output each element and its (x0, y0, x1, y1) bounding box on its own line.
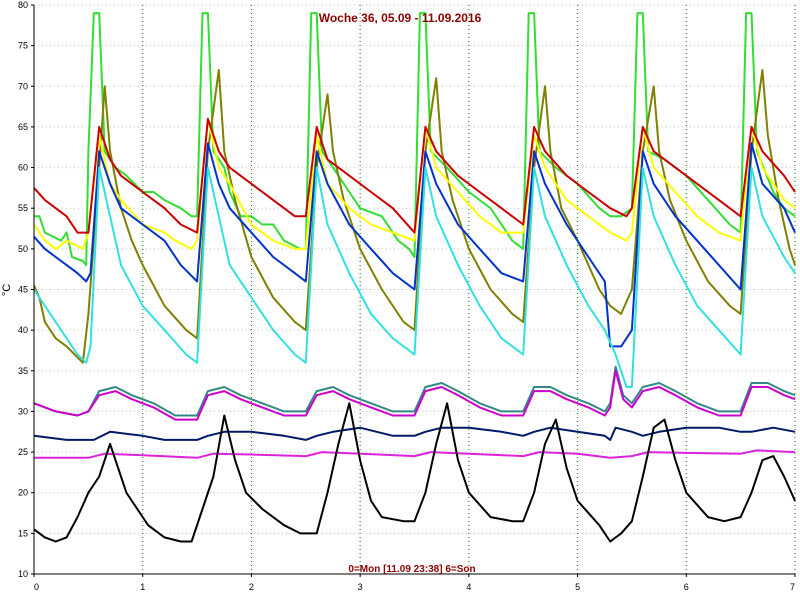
x-tick-label: 4 (466, 582, 471, 592)
y-tick-label: 30 (18, 406, 28, 416)
y-tick-label: 20 (18, 488, 28, 498)
x-axis-label: 0=Mon [11.09 23:38] 6=Son (348, 564, 475, 575)
series-line-3 (33, 117, 796, 234)
series-layer (33, 12, 796, 543)
y-tick-label: 60 (18, 163, 28, 173)
y-tick-label: 55 (18, 203, 28, 213)
series-line-6 (33, 365, 796, 417)
series-line-9 (34, 449, 796, 459)
y-tick-label: 35 (18, 366, 28, 376)
chart-title: Woche 36, 05.09 - 11.09.2016 (319, 11, 482, 25)
x-tick-label: 3 (358, 582, 363, 592)
series-line-1 (33, 69, 796, 364)
y-tick-label: 10 (18, 569, 28, 579)
series-line-2 (33, 117, 796, 250)
x-tick-label: 6 (684, 582, 689, 592)
y-tick-label: 25 (18, 447, 28, 457)
series-line-8 (33, 426, 796, 441)
series-line-7 (33, 369, 796, 421)
x-tick-label: 7 (790, 582, 795, 592)
y-axis-label: °C (1, 284, 13, 296)
x-tick-label: 1 (140, 582, 145, 592)
y-tick-label: 40 (18, 325, 28, 335)
y-tick-label: 15 (18, 528, 28, 538)
y-tick-label: 80 (18, 0, 28, 10)
y-tick-label: 50 (18, 244, 28, 254)
series-line-4 (33, 142, 796, 348)
series-line-10 (33, 402, 796, 543)
y-tick-label: 45 (18, 285, 28, 295)
x-tick-label: 0 (34, 582, 39, 592)
y-tick-label: 65 (18, 122, 28, 132)
x-tick-label: 2 (249, 582, 254, 592)
y-tick-label: 70 (18, 81, 28, 91)
y-tick-label: 75 (18, 41, 28, 51)
series-line-5 (33, 166, 796, 388)
x-tick-label: 5 (575, 582, 580, 592)
